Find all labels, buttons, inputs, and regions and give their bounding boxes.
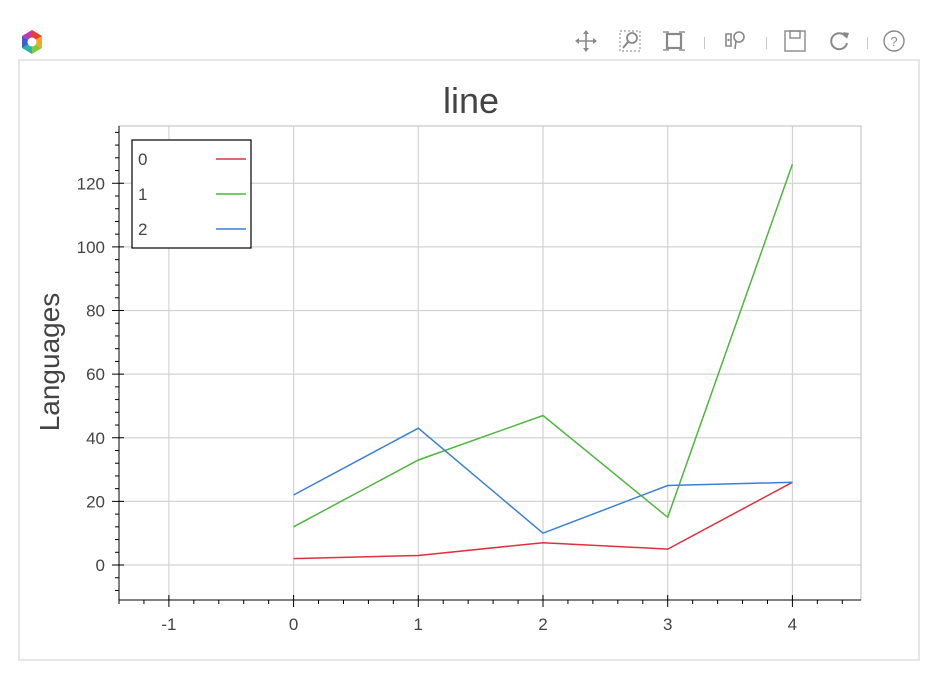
- y-tick-label: 80: [86, 302, 105, 321]
- svg-text:?: ?: [890, 34, 897, 49]
- x-tick-label: 0: [289, 615, 298, 634]
- x-tick-label: 1: [414, 615, 423, 634]
- save-icon: [784, 30, 806, 52]
- box-zoom-tool[interactable]: [608, 26, 652, 60]
- legend-box: [131, 139, 252, 249]
- y-tick-label: 100: [77, 238, 105, 257]
- y-tick-label: 40: [86, 429, 105, 448]
- x-tick-label: 2: [538, 615, 547, 634]
- series-line-0[interactable]: [293, 481, 793, 560]
- pan-icon: [575, 30, 597, 52]
- help-tool[interactable]: ?: [872, 26, 916, 60]
- x-tick-label: -1: [161, 615, 176, 634]
- reset-icon: [830, 32, 849, 51]
- y-tick-label: 0: [96, 556, 105, 575]
- chart-title: line: [443, 80, 499, 121]
- legend-label: 1: [138, 185, 147, 204]
- series-line-2[interactable]: [293, 427, 793, 535]
- plot-frame: [18, 59, 920, 661]
- y-tick-label: 20: [86, 492, 105, 511]
- hover-icon: [725, 31, 745, 50]
- legend-label: 0: [138, 150, 147, 169]
- y-axis-label: Languages: [34, 293, 65, 432]
- save-tool[interactable]: [773, 26, 817, 60]
- help-icon: ?: [883, 30, 905, 52]
- legend-label: 2: [138, 220, 147, 239]
- reset-tool[interactable]: [817, 26, 861, 60]
- bokeh-logo-icon: [17, 27, 47, 57]
- box-select-tool[interactable]: [652, 26, 696, 60]
- x-tick-label: 4: [788, 615, 797, 634]
- box-zoom-icon: [619, 30, 641, 52]
- y-tick-label: 120: [77, 174, 105, 193]
- y-tick-label: 60: [86, 365, 105, 384]
- box-select-icon: [663, 31, 685, 51]
- series-line-1[interactable]: [293, 163, 794, 528]
- x-tick-label: 3: [663, 615, 672, 634]
